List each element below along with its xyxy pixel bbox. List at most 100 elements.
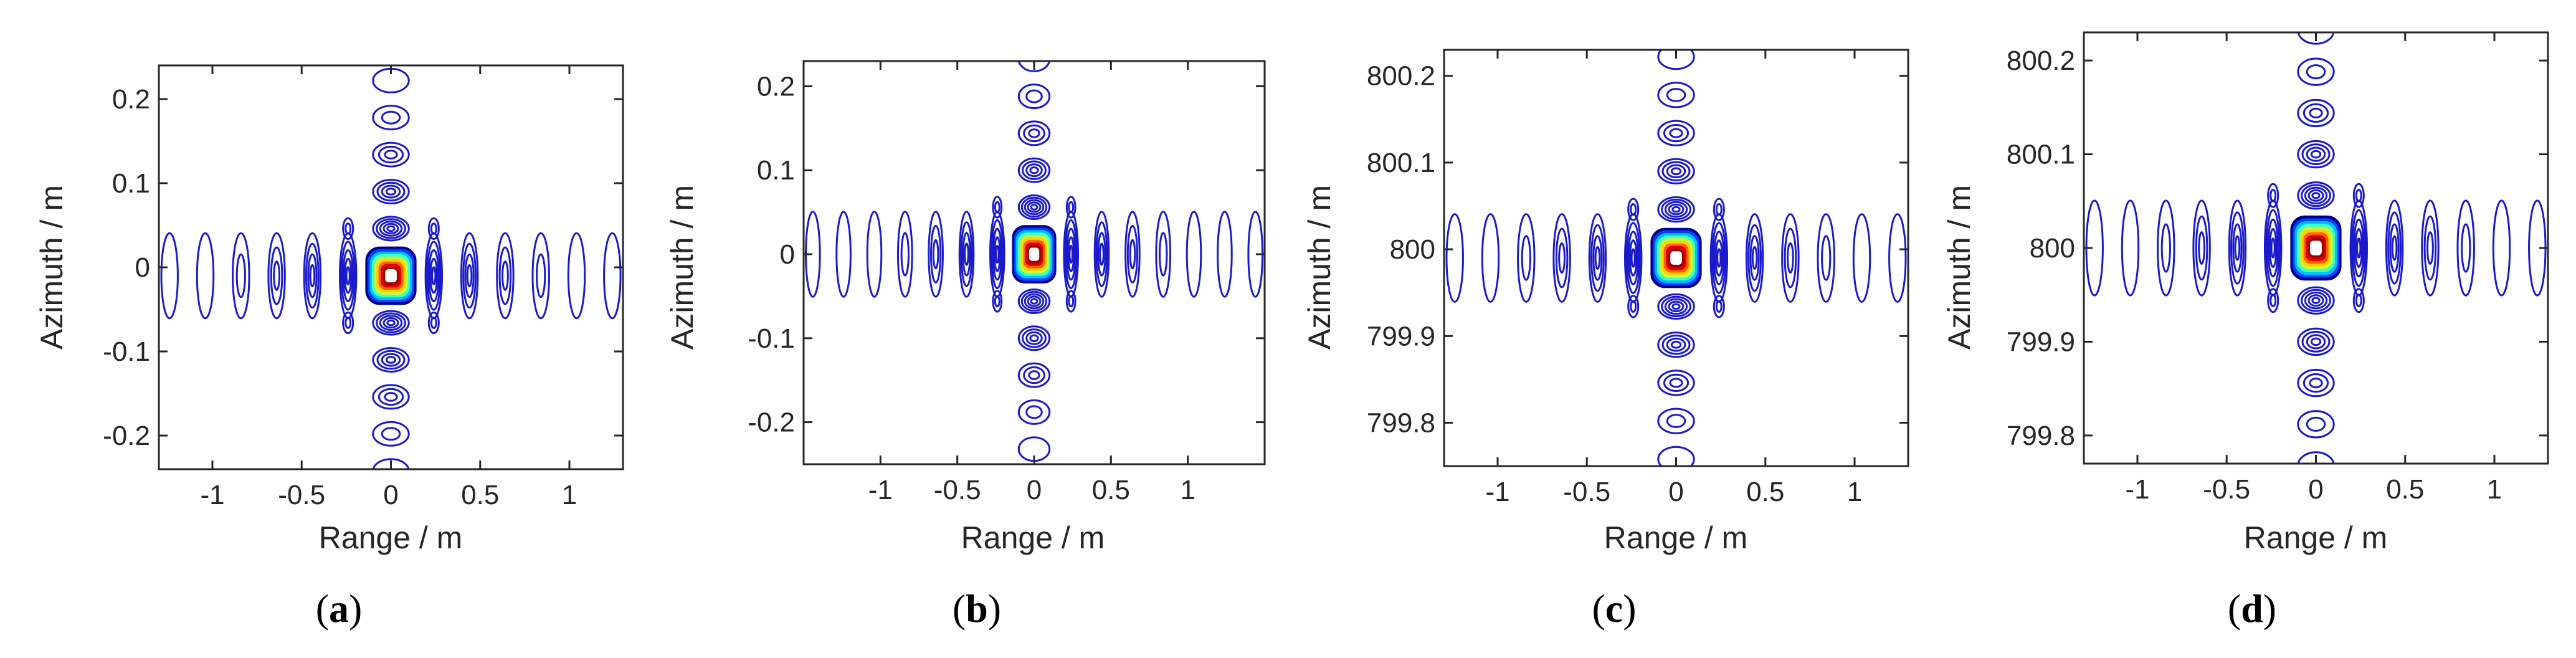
azimuth-sidelobe-b-ring — [1018, 61, 1050, 72]
range-sidelobe-c-ring — [1888, 213, 1907, 303]
xtick-label-c: -1 — [1485, 477, 1509, 507]
diagonal-sidelobe-b-ring — [994, 201, 1000, 214]
azimuth-sidelobe-a-ring — [384, 150, 398, 160]
range-sidelobe-c-ring — [1555, 227, 1569, 288]
range-sidelobe-a-ring — [603, 232, 622, 320]
azimuth-sidelobe-a-ring — [372, 458, 410, 469]
range-sidelobe-d-ring — [2385, 199, 2404, 297]
azimuth-sidelobe-c-ring — [1657, 293, 1695, 320]
xlabel-a: Range / m — [319, 520, 463, 555]
azimuth-sidelobe-c-ring — [1664, 298, 1688, 315]
azimuth-sidelobe-b-ring — [1030, 298, 1038, 305]
range-sidelobe-c-ring — [1627, 231, 1640, 285]
range-sidelobe-d-ring — [2192, 199, 2211, 297]
xtick-label-b: 1 — [1180, 475, 1195, 505]
azimuth-sidelobe-c-ring — [1657, 50, 1695, 70]
azimuth-sidelobe-b-ring — [1017, 362, 1051, 388]
azimuth-sidelobe-b-ring — [1017, 399, 1051, 425]
range-sidelobe-a-ring — [267, 232, 286, 320]
range-sidelobe-c-ring — [1588, 213, 1607, 303]
azimuth-sidelobe-b-ring — [1027, 295, 1042, 307]
caption-letter-d: d — [2241, 586, 2263, 631]
range-sidelobe-a-ring — [567, 232, 586, 320]
xtick-label-a: 0.5 — [461, 480, 499, 510]
range-sidelobe-c-ring — [1787, 242, 1794, 274]
diagonal-sidelobe-d-ring — [2269, 189, 2277, 203]
azimuth-sidelobe-d-ring — [2309, 378, 2323, 389]
azimuth-sidelobe-b-ring — [1017, 157, 1051, 183]
range-sidelobe-c-ring — [1716, 248, 1722, 268]
range-sidelobe-a-ring — [305, 242, 320, 309]
range-sidelobe-b-ring — [1159, 232, 1168, 277]
azimuth-sidelobe-d-ring — [2297, 410, 2335, 439]
azimuth-sidelobe-d-ring — [2304, 292, 2328, 310]
range-sidelobe-a-ring — [343, 257, 353, 294]
azimuth-sidelobe-b-ring — [1023, 124, 1045, 143]
azimuth-sidelobe-c-ring — [1657, 120, 1695, 146]
range-sidelobe-c-ring — [1481, 213, 1500, 303]
range-sidelobe-d-ring — [2157, 199, 2175, 297]
azimuth-sidelobe-d-ring — [2297, 181, 2335, 210]
range-sidelobe-d-ring — [2421, 199, 2440, 297]
diagonal-sidelobe-c-ring — [1713, 295, 1725, 318]
xtick-label-d: 0.5 — [2386, 474, 2424, 505]
range-sidelobe-b-ring — [1099, 242, 1105, 266]
azimuth-sidelobe-d-ring — [2310, 150, 2322, 159]
range-sidelobe-a-ring — [498, 246, 512, 305]
azimuth-sidelobe-d-ring — [2301, 331, 2331, 353]
range-sidelobe-d-ring — [2160, 223, 2171, 273]
azimuth-sidelobe-b-ring — [1025, 163, 1043, 178]
azimuth-sidelobe-c-ring — [1657, 158, 1695, 184]
diagonal-sidelobe-a-ring — [427, 311, 440, 335]
azimuth-sidelobe-c-ring — [1664, 201, 1688, 218]
axes-box-b — [802, 60, 1266, 465]
diagonal-sidelobe-c-ring — [1627, 295, 1640, 318]
azimuth-sidelobe-a-ring — [376, 312, 406, 333]
azimuth-sidelobe-a-ring — [381, 427, 401, 441]
azimuth-sidelobe-d-ring — [2301, 288, 2331, 312]
ylabel-b: Azimuth / m — [665, 185, 700, 350]
azimuth-sidelobe-a-ring — [378, 145, 404, 164]
panel-b: -1 -0.5 0 0.5 1 -0.2 -0.1 0 0.1 0.2 Range / m Azi… — [665, 60, 1266, 631]
diagonal-sidelobe-d-ring — [2267, 288, 2279, 313]
range-sidelobe-d-ring — [2356, 237, 2362, 259]
range-sidelobe-b-ring — [928, 211, 944, 298]
range-sidelobe-b-ring — [962, 232, 971, 277]
xtick-label-c: 0.5 — [1746, 477, 1784, 507]
diagonal-sidelobe-d-ring — [2355, 293, 2362, 308]
range-sidelobe-d-ring — [2270, 237, 2276, 259]
azimuth-sidelobe-d-ring — [2306, 64, 2326, 80]
range-sidelobe-b-ring — [1129, 239, 1136, 270]
range-sidelobe-c-ring — [1592, 235, 1603, 281]
range-sidelobe-a-ring — [429, 257, 439, 294]
ytick-label-b: -0.2 — [748, 408, 795, 438]
ytick-label-a: 0 — [135, 252, 150, 283]
azimuth-sidelobe-d-ring — [2301, 184, 2331, 207]
range-sidelobe-b-ring — [1064, 219, 1078, 290]
range-sidelobe-c-ring — [1590, 224, 1605, 292]
caption-letter-c: c — [1605, 586, 1623, 631]
azimuth-sidelobe-a-ring — [372, 105, 410, 131]
azimuth-sidelobe-b-ring — [1028, 370, 1040, 380]
azimuth-sidelobe-b-ring — [1025, 331, 1043, 345]
azimuth-sidelobe-b-ring — [1022, 160, 1047, 180]
range-sidelobe-c-ring — [1714, 239, 1724, 277]
range-sidelobe-b-ring — [1068, 244, 1073, 264]
azimuth-sidelobe-a-ring — [383, 317, 399, 329]
azimuth-sidelobe-c-ring — [1666, 88, 1686, 102]
range-sidelobe-b-ring — [960, 221, 973, 287]
azimuth-sidelobe-c-ring — [1666, 337, 1686, 352]
range-sidelobe-d-ring — [2268, 228, 2278, 268]
azimuth-sidelobe-b-ring — [1023, 366, 1045, 384]
range-sidelobe-d-ring — [2265, 209, 2281, 287]
azimuth-sidelobe-b-ring — [1017, 83, 1051, 110]
azimuth-sidelobe-c-ring — [1657, 446, 1695, 466]
mainlobe-contour-b — [1029, 247, 1040, 261]
diagonal-sidelobe-d-ring — [2267, 183, 2279, 208]
range-sidelobe-d-ring — [2423, 215, 2437, 281]
azimuth-sidelobe-c-ring — [1669, 128, 1683, 138]
azimuth-sidelobe-a-ring — [372, 384, 410, 410]
azimuth-sidelobe-b-ring — [1017, 288, 1051, 314]
diagonal-sidelobe-b-ring — [994, 295, 1000, 308]
